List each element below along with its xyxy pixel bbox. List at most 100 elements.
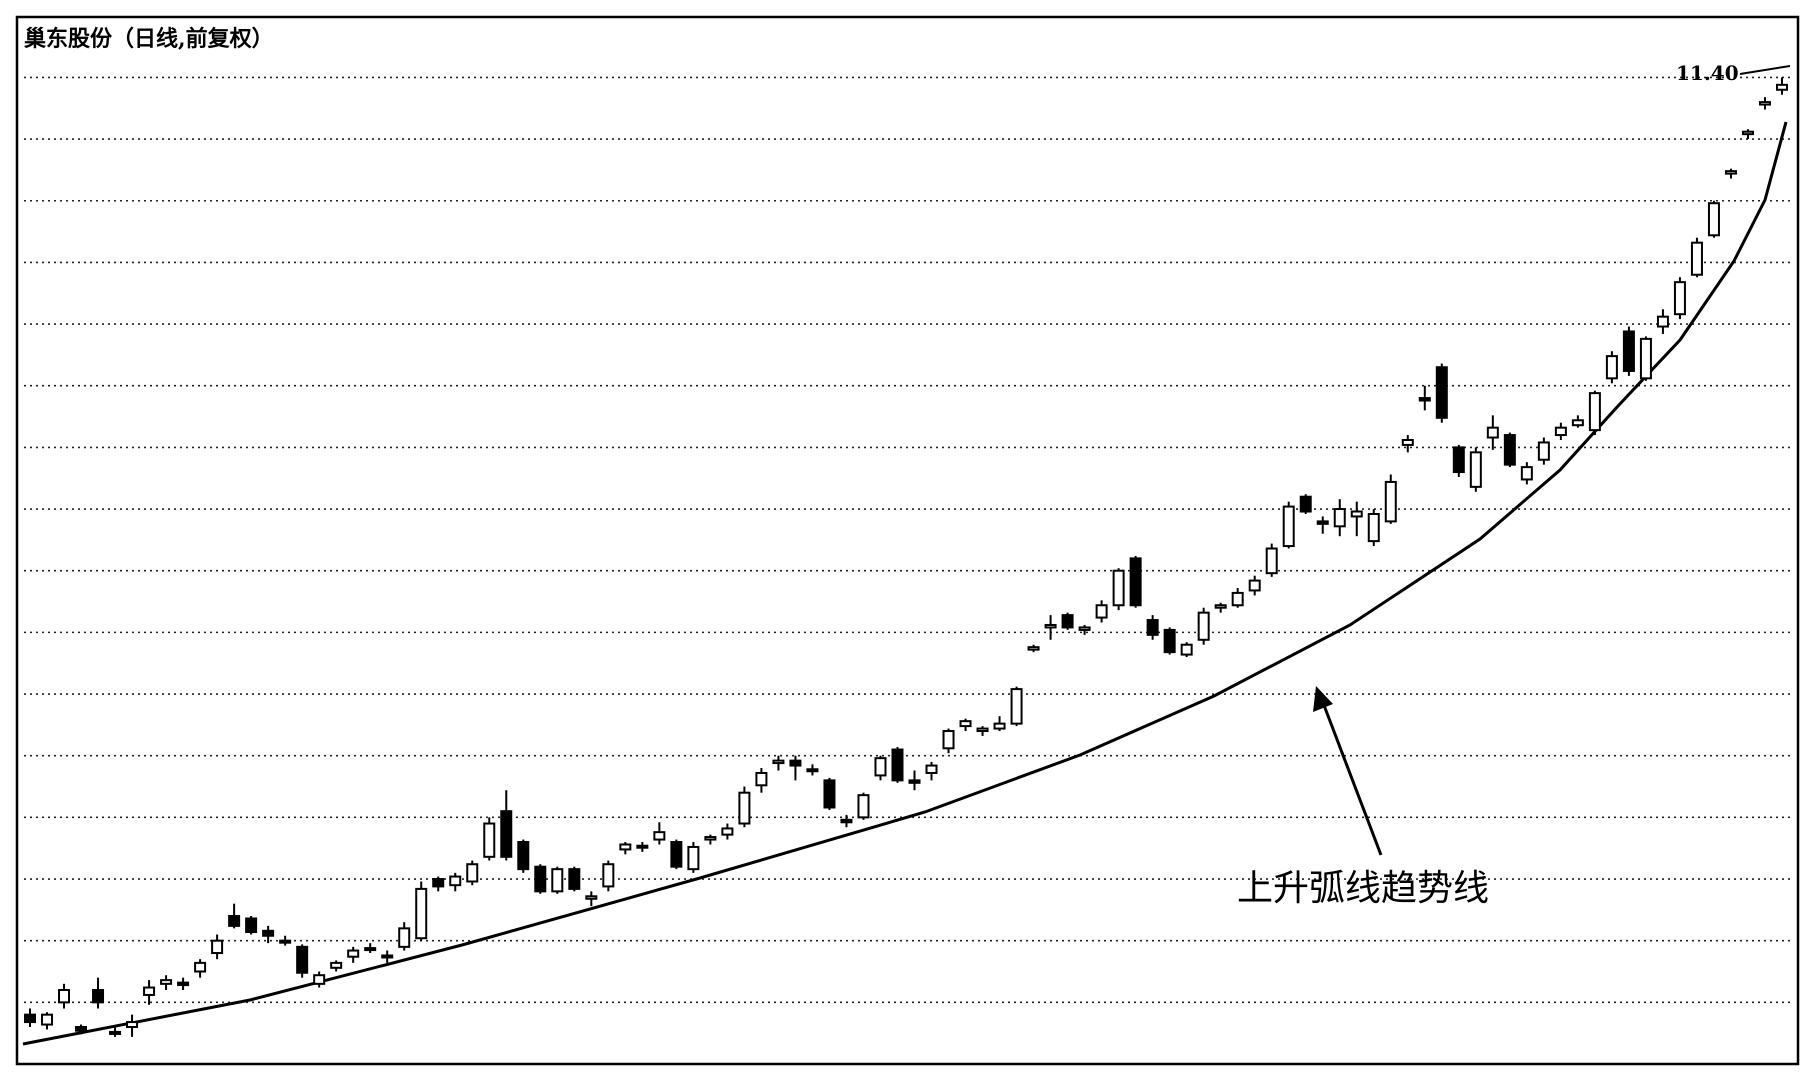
candle-down xyxy=(670,841,683,868)
candle-down xyxy=(908,779,921,784)
candle-up xyxy=(1197,611,1210,641)
candle-up xyxy=(704,836,717,841)
candle-up xyxy=(1639,337,1652,380)
candle-up xyxy=(1486,426,1499,439)
candle-down xyxy=(245,917,258,934)
candle-up xyxy=(415,887,428,940)
candle-down xyxy=(823,779,836,809)
candle-up xyxy=(211,939,224,955)
candle-up xyxy=(1384,480,1397,523)
candle-down xyxy=(262,929,275,937)
candle-up xyxy=(1707,202,1720,237)
candle-up xyxy=(1112,569,1125,607)
annotation: 上升弧线趋势线 xyxy=(1237,868,1489,909)
candle-up xyxy=(1520,466,1533,481)
chart-title: 巢东股份（日线,前复权） xyxy=(23,26,274,52)
candle-down xyxy=(1435,366,1448,419)
candle-up xyxy=(1758,101,1771,106)
candle-up xyxy=(398,927,411,948)
candle-down xyxy=(1503,434,1516,466)
candle-up xyxy=(41,1013,54,1026)
candle-up xyxy=(772,759,785,765)
candle-down xyxy=(1061,614,1074,629)
candle-up xyxy=(143,986,156,996)
candle-up xyxy=(1333,508,1346,528)
candle-down xyxy=(1418,397,1431,402)
candle-up xyxy=(551,868,564,893)
candle-up xyxy=(313,974,326,985)
candle-up xyxy=(993,722,1006,730)
candle-up xyxy=(1350,510,1363,518)
candle-up xyxy=(1605,355,1618,380)
candle-up xyxy=(1724,170,1737,175)
candle-up xyxy=(1554,426,1567,437)
candle-down xyxy=(891,748,904,782)
candle-up xyxy=(755,771,768,787)
candle-up xyxy=(1588,392,1601,432)
trend-curve xyxy=(22,121,1788,1046)
candle-up xyxy=(1214,604,1227,609)
candle-down xyxy=(1299,495,1312,513)
candle-up xyxy=(1776,83,1788,91)
candle-up xyxy=(1044,623,1057,629)
candle-up xyxy=(160,979,173,985)
candle-down xyxy=(1622,330,1635,372)
candle-down xyxy=(806,768,819,773)
candle-up xyxy=(279,939,292,944)
candle-down xyxy=(432,878,445,888)
max-price-label: 11.40 xyxy=(1676,61,1739,85)
candle-up xyxy=(58,989,71,1004)
candle-up xyxy=(126,1021,139,1029)
candle-down xyxy=(500,810,513,858)
candle-down xyxy=(24,1013,36,1024)
candle-up xyxy=(1095,604,1108,619)
candle-up xyxy=(857,794,870,819)
arrow-head xyxy=(1313,686,1333,712)
candle-down xyxy=(296,945,309,974)
candle-down xyxy=(534,865,547,893)
candle-down xyxy=(75,1026,88,1032)
candle-down xyxy=(92,989,105,1004)
candle-up xyxy=(330,961,343,969)
candle-up xyxy=(1027,646,1040,651)
candle-up xyxy=(942,730,955,750)
candle-up xyxy=(466,863,479,883)
candle-down xyxy=(568,868,581,890)
candle-up xyxy=(347,949,360,958)
candle-up xyxy=(738,791,751,825)
arrow-line xyxy=(1320,699,1383,856)
candle-up xyxy=(1367,512,1380,543)
candle-up xyxy=(976,727,989,733)
candle-down xyxy=(364,947,377,952)
candle-up xyxy=(636,844,649,849)
candle-down xyxy=(517,841,530,871)
candle-up xyxy=(925,764,938,774)
candle-down xyxy=(1146,619,1159,636)
candle-up xyxy=(653,831,666,841)
candle-down xyxy=(789,759,802,767)
candle-down xyxy=(1316,520,1329,525)
candle-down xyxy=(840,818,853,824)
candle-up xyxy=(721,827,734,836)
candle-down xyxy=(109,1030,122,1035)
candle-up xyxy=(194,961,207,973)
candle-down xyxy=(1163,628,1176,654)
candle-up xyxy=(1690,241,1703,276)
candle-up xyxy=(1656,315,1669,328)
candle-up xyxy=(449,875,462,887)
candle-up xyxy=(687,845,700,871)
candle-down xyxy=(381,954,394,959)
candle-down xyxy=(1129,557,1142,607)
candle-down xyxy=(228,915,241,927)
candle-up xyxy=(602,863,615,888)
candle-up xyxy=(483,822,496,858)
candle-up xyxy=(959,720,972,728)
candle-up xyxy=(1180,643,1193,656)
candle-up xyxy=(585,895,598,900)
max-price-pointer xyxy=(1739,65,1791,75)
candle-up xyxy=(1248,579,1261,592)
candle-up xyxy=(1010,688,1023,725)
plot-frame xyxy=(15,15,1800,1066)
